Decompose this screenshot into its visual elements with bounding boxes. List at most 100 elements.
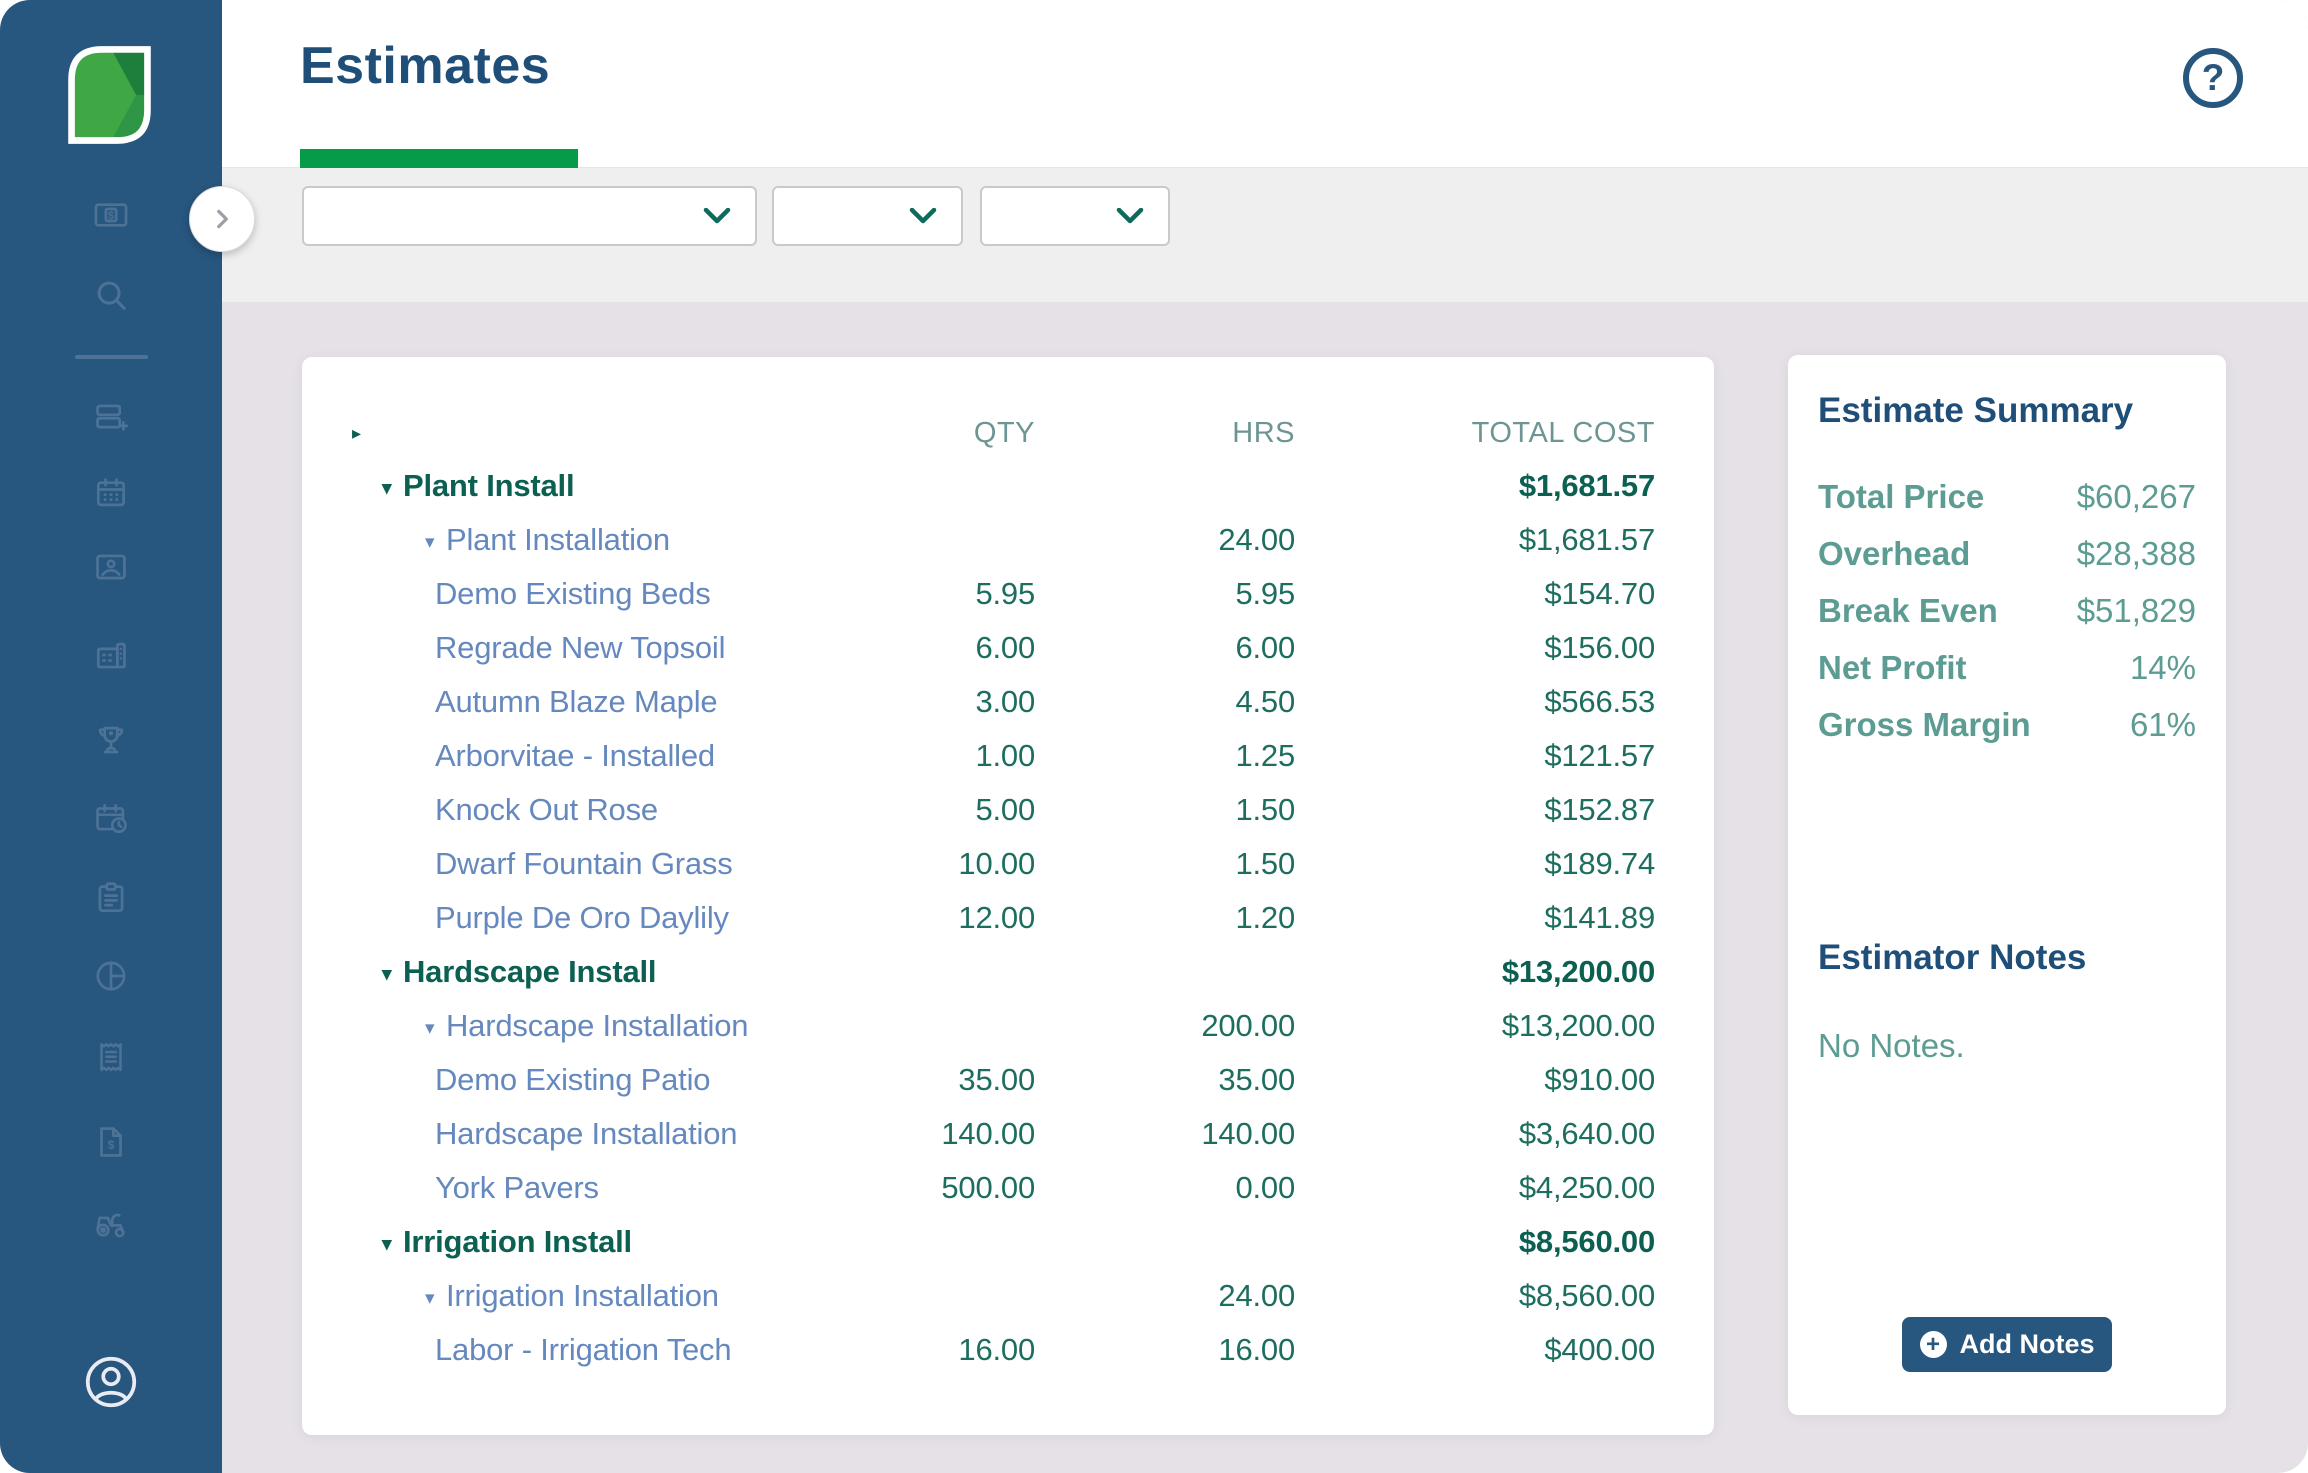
- row-total-cell: $8,560.00: [1518, 1278, 1655, 1313]
- row-name-cell[interactable]: ▾ Hardscape Install: [302, 945, 1714, 1002]
- row-name-cell[interactable]: Autumn Blaze Maple: [302, 675, 1714, 729]
- row-label: Irrigation Install: [403, 1224, 632, 1259]
- row-name-cell[interactable]: ▾ Plant Install: [302, 459, 1714, 516]
- summary-row: Overhead $28,388: [1788, 525, 2226, 582]
- table-row[interactable]: Demo Existing Beds 5.95 5.95 $154.70: [302, 567, 1714, 621]
- row-label: Dwarf Fountain Grass: [435, 846, 733, 881]
- photo-badge-icon[interactable]: [92, 548, 130, 586]
- row-name-cell[interactable]: Arborvitae - Installed: [302, 729, 1714, 783]
- building-icon[interactable]: [92, 637, 130, 675]
- row-name-cell[interactable]: ▾ Irrigation Installation: [302, 1269, 1714, 1326]
- table-row[interactable]: ▾ Plant Install $1,681.57: [302, 459, 1714, 513]
- table-row[interactable]: ▾ Plant Installation 24.00 $1,681.57: [302, 513, 1714, 567]
- table-row[interactable]: ▾ Irrigation Install $8,560.00: [302, 1215, 1714, 1269]
- caret-down-icon[interactable]: ▾: [425, 532, 435, 553]
- row-total-cell: $4,250.00: [1518, 1170, 1655, 1205]
- caret-down-icon[interactable]: ▾: [382, 478, 392, 499]
- row-total-cell: $3,640.00: [1518, 1116, 1655, 1151]
- summary-row: Total Price $60,267: [1788, 468, 2226, 525]
- expand-all-icon[interactable]: ▸: [352, 423, 362, 443]
- table-row[interactable]: Regrade New Topsoil 6.00 6.00 $156.00: [302, 621, 1714, 675]
- search-icon[interactable]: [92, 276, 130, 314]
- filter-dropdown-1[interactable]: [302, 186, 757, 246]
- pie-chart-icon[interactable]: [92, 957, 130, 995]
- caret-down-icon[interactable]: ▾: [382, 1234, 392, 1255]
- row-label: York Pavers: [435, 1170, 599, 1205]
- row-hrs-cell: 0.00: [1235, 1170, 1295, 1205]
- row-name-cell[interactable]: York Pavers: [302, 1161, 1714, 1215]
- table-row[interactable]: ▾ Hardscape Installation 200.00 $13,200.00: [302, 999, 1714, 1053]
- filter-dropdown-3[interactable]: [980, 186, 1170, 246]
- trophy-icon[interactable]: [92, 721, 130, 759]
- row-name-cell[interactable]: ▾ Hardscape Installation: [302, 999, 1714, 1056]
- chevron-down-icon: [909, 208, 937, 224]
- table-row[interactable]: York Pavers 500.00 0.00 $4,250.00: [302, 1161, 1714, 1215]
- row-total-cell: $400.00: [1544, 1332, 1655, 1367]
- table-row[interactable]: Knock Out Rose 5.00 1.50 $152.87: [302, 783, 1714, 837]
- add-notes-button[interactable]: + Add Notes: [1902, 1317, 2112, 1372]
- table-row[interactable]: ▾ Irrigation Installation 24.00 $8,560.00: [302, 1269, 1714, 1323]
- table-row[interactable]: Purple De Oro Daylily 12.00 1.20 $141.89: [302, 891, 1714, 945]
- row-name-cell[interactable]: Regrade New Topsoil: [302, 621, 1714, 675]
- receipt-icon[interactable]: [92, 1037, 130, 1075]
- row-name-cell[interactable]: Knock Out Rose: [302, 783, 1714, 837]
- caret-down-icon[interactable]: ▾: [425, 1018, 435, 1039]
- row-name-cell[interactable]: ▾ Plant Installation: [302, 513, 1714, 570]
- money-bill-icon[interactable]: $: [92, 196, 130, 234]
- caret-down-icon[interactable]: ▾: [425, 1288, 435, 1309]
- row-qty-cell: 1.00: [975, 738, 1035, 773]
- row-total-cell: $13,200.00: [1501, 1008, 1655, 1043]
- row-name-cell[interactable]: Hardscape Installation: [302, 1107, 1714, 1161]
- table-row[interactable]: Arborvitae - Installed 1.00 1.25 $121.57: [302, 729, 1714, 783]
- help-button[interactable]: ?: [2183, 48, 2243, 108]
- row-name-cell[interactable]: Labor - Irrigation Tech: [302, 1323, 1714, 1377]
- row-total-cell: $1,681.57: [1518, 522, 1655, 557]
- row-hrs-cell: 140.00: [1201, 1116, 1295, 1151]
- row-name-cell[interactable]: Demo Existing Patio: [302, 1053, 1714, 1107]
- row-label: Hardscape Installation: [435, 1116, 738, 1151]
- row-label: Arborvitae - Installed: [435, 738, 715, 773]
- profile-icon[interactable]: [81, 1352, 141, 1412]
- row-hrs-cell: 1.50: [1235, 846, 1295, 881]
- row-total-cell: $189.74: [1544, 846, 1655, 881]
- clipboard-icon[interactable]: [92, 879, 130, 917]
- row-name-cell[interactable]: Demo Existing Beds: [302, 567, 1714, 621]
- row-label: Autumn Blaze Maple: [435, 684, 718, 719]
- table-row[interactable]: Demo Existing Patio 35.00 35.00 $910.00: [302, 1053, 1714, 1107]
- row-name-cell[interactable]: Purple De Oro Daylily: [302, 891, 1714, 945]
- row-total-cell: $156.00: [1544, 630, 1655, 665]
- row-total-cell: $152.87: [1544, 792, 1655, 827]
- filter-dropdown-2[interactable]: [772, 186, 963, 246]
- chevron-down-icon: [1116, 208, 1144, 224]
- row-hrs-cell: 35.00: [1218, 1062, 1295, 1097]
- calendar-clock-icon[interactable]: [92, 799, 130, 837]
- calendar-icon[interactable]: [92, 474, 130, 512]
- invoice-icon[interactable]: $: [92, 1123, 130, 1161]
- summary-row: Break Even $51,829: [1788, 582, 2226, 639]
- row-name-cell[interactable]: ▾ Irrigation Install: [302, 1215, 1714, 1272]
- row-qty-cell: 6.00: [975, 630, 1035, 665]
- table-rows: ▾ Plant Install $1,681.57 ▾ Plant Installati…: [302, 459, 1714, 1377]
- table-row[interactable]: Autumn Blaze Maple 3.00 4.50 $566.53: [302, 675, 1714, 729]
- row-hrs-cell: 6.00: [1235, 630, 1295, 665]
- tractor-icon[interactable]: [92, 1204, 130, 1242]
- row-qty-cell: 500.00: [941, 1170, 1035, 1205]
- sidebar-collapse-button[interactable]: [189, 186, 255, 252]
- caret-down-icon[interactable]: ▾: [382, 964, 392, 985]
- estimate-add-icon[interactable]: [92, 398, 130, 436]
- summary-label: Gross Margin: [1818, 706, 2031, 743]
- row-total-cell: $141.89: [1544, 900, 1655, 935]
- table-row[interactable]: Labor - Irrigation Tech 16.00 16.00 $400.00: [302, 1323, 1714, 1377]
- row-total-cell: $566.53: [1544, 684, 1655, 719]
- row-qty-cell: 16.00: [958, 1332, 1035, 1367]
- row-name-cell[interactable]: Dwarf Fountain Grass: [302, 837, 1714, 891]
- row-total-cell: $154.70: [1544, 576, 1655, 611]
- table-row[interactable]: Hardscape Installation 140.00 140.00 $3,640…: [302, 1107, 1714, 1161]
- svg-text:$: $: [108, 1138, 115, 1152]
- chevron-down-icon: [703, 208, 731, 224]
- table-row[interactable]: ▾ Hardscape Install $13,200.00: [302, 945, 1714, 999]
- row-label: Irrigation Installation: [446, 1278, 719, 1313]
- chevron-right-icon: [217, 209, 228, 229]
- table-row[interactable]: Dwarf Fountain Grass 10.00 1.50 $189.74: [302, 837, 1714, 891]
- row-total-cell: $8,560.00: [1518, 1224, 1655, 1259]
